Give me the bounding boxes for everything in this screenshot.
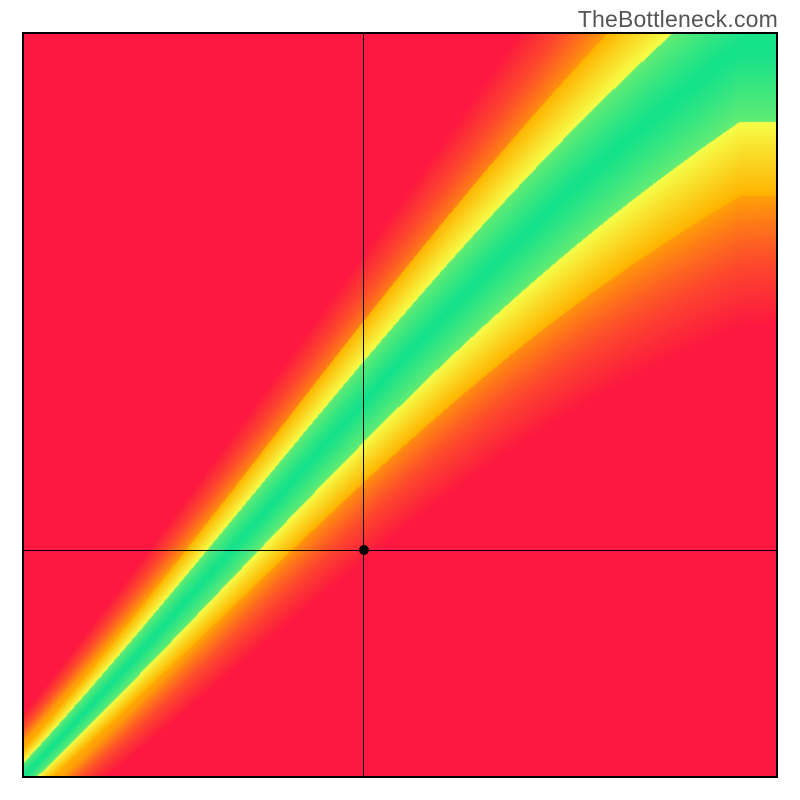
crosshair-vertical bbox=[363, 32, 364, 778]
crosshair-horizontal bbox=[22, 550, 778, 551]
chart-border bbox=[22, 32, 778, 778]
watermark-text: TheBottleneck.com bbox=[578, 6, 778, 33]
root: TheBottleneck.com bbox=[0, 0, 800, 800]
